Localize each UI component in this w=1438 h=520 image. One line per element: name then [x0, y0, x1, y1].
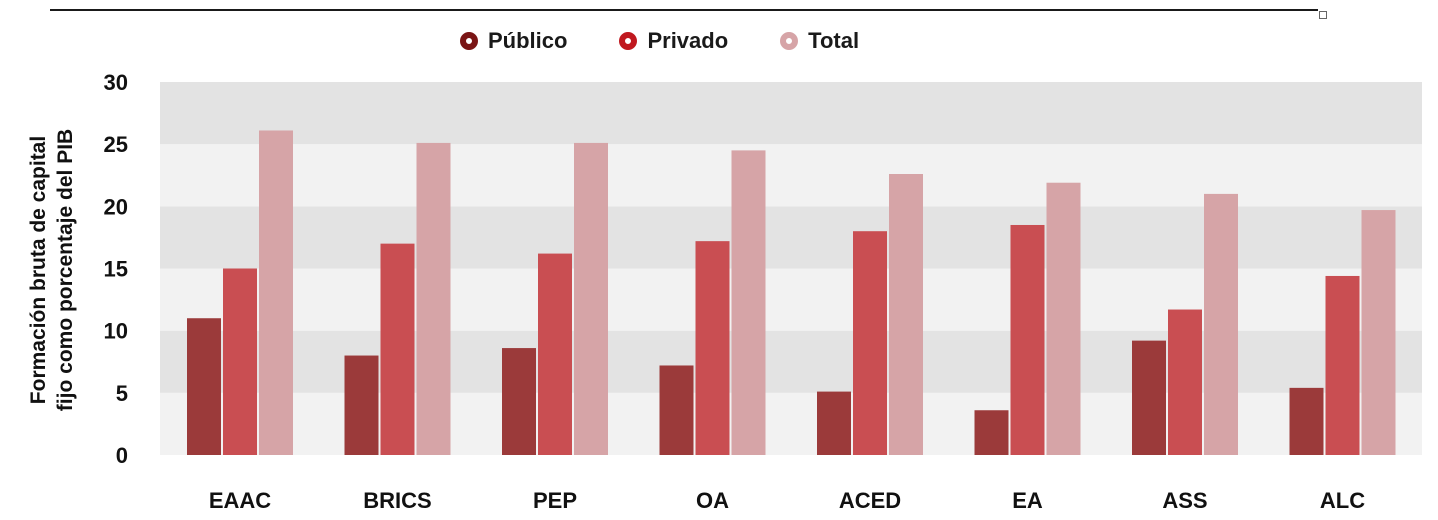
x-category-label: BRICS — [363, 488, 431, 513]
grid-band — [160, 82, 1422, 145]
bar-alc-1 — [1325, 275, 1360, 455]
x-axis-categories: EAAC BRICS PEP OA ACED EA ASS ALC — [209, 488, 1365, 513]
bar-ass-2 — [1204, 193, 1238, 455]
y-tick-label: 30 — [104, 70, 128, 95]
x-category-label: ASS — [1162, 488, 1207, 513]
bar-alc-0 — [1289, 387, 1324, 455]
bar-aced-2 — [889, 174, 923, 456]
legend-label: Total — [808, 28, 860, 53]
bar-brics-1 — [380, 243, 415, 455]
bar-ea-1 — [1010, 224, 1045, 455]
x-category-label: EAAC — [209, 488, 271, 513]
bars — [187, 130, 1396, 456]
bar-pep-2 — [574, 142, 608, 455]
bar-eaac-0 — [187, 318, 221, 455]
x-category-label: OA — [696, 488, 729, 513]
bar-oa-2 — [731, 150, 766, 455]
y-tick-label: 5 — [116, 381, 128, 406]
legend-item-total: Total — [780, 28, 859, 54]
bar-eaac-2 — [259, 130, 293, 456]
bar-ass-0 — [1132, 340, 1166, 455]
legend-label: Privado — [647, 28, 729, 53]
bar-brics-0 — [344, 355, 379, 455]
legend-item-privado: Privado — [619, 28, 728, 54]
x-category-label: EA — [1012, 488, 1043, 513]
x-category-label: ACED — [839, 488, 901, 513]
bar-aced-1 — [853, 231, 887, 455]
y-axis-label-line-2: fijo como porcentaje del PIB — [54, 129, 77, 411]
resize-handle-icon[interactable] — [1319, 11, 1327, 19]
y-axis-label-line-1: Formación bruta de capital — [27, 136, 50, 404]
bar-brics-2 — [416, 142, 451, 455]
bar-ea-0 — [974, 410, 1009, 455]
bar-alc-2 — [1361, 210, 1396, 455]
top-rule — [50, 9, 1318, 11]
bar-ass-1 — [1168, 309, 1202, 455]
y-tick-label: 0 — [116, 443, 128, 468]
y-tick-label: 15 — [104, 257, 128, 282]
bar-eaac-1 — [223, 268, 257, 455]
bar-ea-2 — [1046, 182, 1081, 455]
y-tick-label: 10 — [104, 319, 128, 344]
y-axis-ticks: 0 5 10 15 20 25 30 — [104, 70, 128, 468]
chart-legend: Público Privado Total — [460, 24, 911, 58]
y-tick-label: 20 — [104, 194, 128, 219]
x-category-label: ALC — [1320, 488, 1365, 513]
bar-oa-0 — [659, 365, 694, 455]
legend-ring-icon — [780, 32, 799, 50]
bar-oa-1 — [695, 241, 730, 455]
legend-label: Público — [488, 28, 568, 53]
y-tick-label: 25 — [104, 132, 128, 157]
legend-item-publico: Público — [460, 28, 567, 54]
bar-aced-0 — [817, 391, 851, 455]
bar-pep-1 — [538, 253, 572, 455]
legend-ring-icon — [619, 32, 638, 50]
bar-pep-0 — [502, 348, 536, 455]
x-category-label: PEP — [533, 488, 577, 513]
legend-ring-icon — [460, 32, 478, 50]
